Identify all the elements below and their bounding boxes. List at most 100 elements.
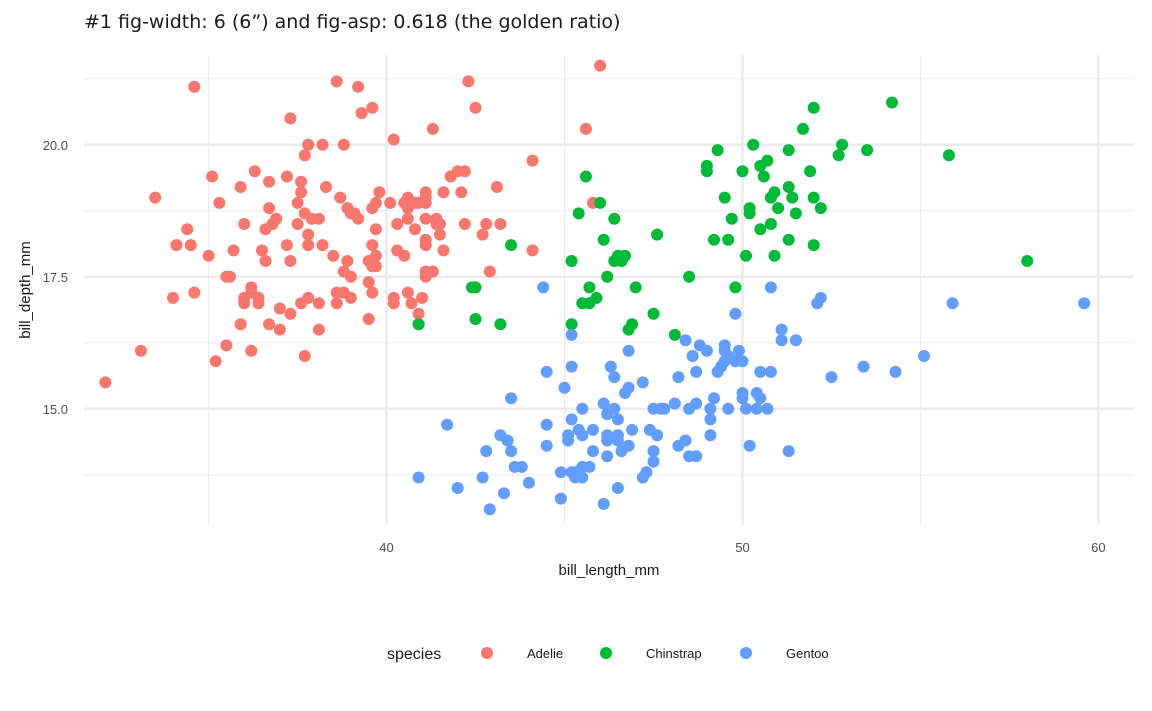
data-point-chinstrap — [768, 249, 781, 262]
x-tick-label: 60 — [1091, 540, 1105, 555]
data-point-adelie — [373, 186, 386, 199]
data-point-adelie — [426, 122, 439, 135]
data-point-gentoo — [775, 334, 788, 347]
data-point-adelie — [284, 307, 297, 320]
data-point-chinstrap — [832, 149, 845, 162]
legend-label-chinstrap: Chinstrap — [646, 646, 702, 661]
legend-title: species — [387, 646, 441, 663]
data-point-adelie — [369, 260, 382, 273]
data-point-adelie — [259, 255, 272, 267]
data-point-adelie — [384, 196, 397, 209]
data-point-chinstrap — [807, 191, 820, 204]
data-point-gentoo — [505, 392, 518, 405]
data-point-adelie — [480, 218, 493, 230]
data-point-adelie — [213, 196, 226, 209]
data-point-adelie — [334, 191, 347, 204]
data-point-adelie — [476, 228, 489, 241]
y-tick-label: 17.5 — [43, 270, 68, 285]
data-point-chinstrap — [942, 149, 955, 162]
data-point-chinstrap — [725, 212, 738, 225]
data-point-chinstrap — [412, 318, 425, 331]
data-point-gentoo — [611, 413, 624, 426]
data-point-gentoo — [736, 387, 749, 399]
data-point-chinstrap — [804, 165, 817, 178]
y-tick-label: 15.0 — [43, 402, 68, 417]
data-point-adelie — [273, 323, 286, 336]
data-point-gentoo — [622, 439, 635, 452]
data-point-adelie — [188, 286, 201, 299]
data-point-chinstrap — [469, 281, 482, 294]
data-point-adelie — [594, 59, 607, 72]
data-point-gentoo — [540, 365, 553, 378]
data-point-adelie — [337, 138, 350, 151]
data-point-gentoo — [441, 418, 454, 431]
data-point-adelie — [526, 154, 539, 167]
y-tick-label: 20.0 — [43, 138, 68, 153]
data-point-adelie — [312, 323, 325, 336]
data-point-gentoo — [647, 455, 660, 468]
data-point-chinstrap — [700, 159, 713, 172]
data-point-adelie — [369, 223, 382, 236]
data-point-adelie — [316, 239, 329, 252]
data-point-adelie — [526, 244, 539, 257]
legend-label-adelie: Adelie — [527, 646, 563, 661]
legend-key-gentoo — [740, 647, 752, 659]
data-point-gentoo — [704, 413, 717, 426]
data-point-adelie — [416, 291, 429, 304]
data-point-chinstrap — [743, 202, 756, 215]
data-point-gentoo — [608, 402, 621, 415]
data-point-gentoo — [587, 423, 599, 436]
data-point-adelie — [227, 244, 240, 257]
data-point-chinstrap — [836, 138, 849, 151]
data-point-adelie — [437, 244, 450, 257]
data-point-gentoo — [775, 323, 788, 336]
data-point-adelie — [99, 376, 112, 389]
data-point-gentoo — [611, 482, 624, 494]
data-point-gentoo — [729, 307, 742, 320]
data-point-gentoo — [679, 434, 692, 447]
data-point-adelie — [579, 122, 592, 135]
data-point-adelie — [462, 75, 475, 88]
data-point-adelie — [458, 165, 471, 178]
data-point-gentoo — [732, 344, 745, 357]
data-point-adelie — [433, 218, 446, 230]
data-point-chinstrap — [722, 233, 735, 246]
data-point-chinstrap — [761, 154, 774, 167]
data-point-gentoo — [679, 334, 692, 347]
data-point-adelie — [387, 291, 400, 304]
data-point-gentoo — [722, 402, 735, 415]
data-point-chinstrap — [505, 239, 518, 252]
data-point-chinstrap — [683, 270, 696, 283]
data-point-chinstrap — [619, 249, 631, 262]
data-point-gentoo — [565, 328, 578, 341]
data-point-gentoo — [740, 402, 752, 415]
data-point-gentoo — [750, 402, 763, 415]
data-point-gentoo — [608, 371, 621, 384]
data-point-chinstrap — [711, 144, 724, 157]
data-point-gentoo — [597, 397, 610, 410]
data-point-adelie — [362, 313, 375, 325]
data-point-chinstrap — [861, 144, 874, 157]
data-point-adelie — [398, 249, 411, 262]
data-point-gentoo — [761, 402, 774, 415]
data-point-adelie — [302, 228, 315, 241]
data-point-gentoo — [889, 365, 902, 378]
data-point-gentoo — [611, 429, 624, 442]
data-point-gentoo — [668, 397, 681, 410]
data-point-chinstrap — [651, 228, 664, 241]
data-point-gentoo — [554, 492, 567, 505]
data-point-adelie — [209, 355, 222, 368]
data-point-adelie — [263, 202, 276, 215]
data-point-gentoo — [498, 487, 510, 500]
data-point-adelie — [295, 175, 308, 188]
data-point-adelie — [280, 239, 293, 252]
data-point-adelie — [273, 302, 286, 315]
data-point-gentoo — [562, 429, 575, 442]
data-point-adelie — [419, 233, 432, 246]
data-point-gentoo — [686, 350, 699, 362]
data-point-gentoo — [690, 365, 703, 378]
data-point-adelie — [320, 181, 332, 193]
minor-gridlines — [84, 55, 1134, 525]
data-point-adelie — [366, 239, 379, 252]
data-point-gentoo — [651, 429, 664, 442]
